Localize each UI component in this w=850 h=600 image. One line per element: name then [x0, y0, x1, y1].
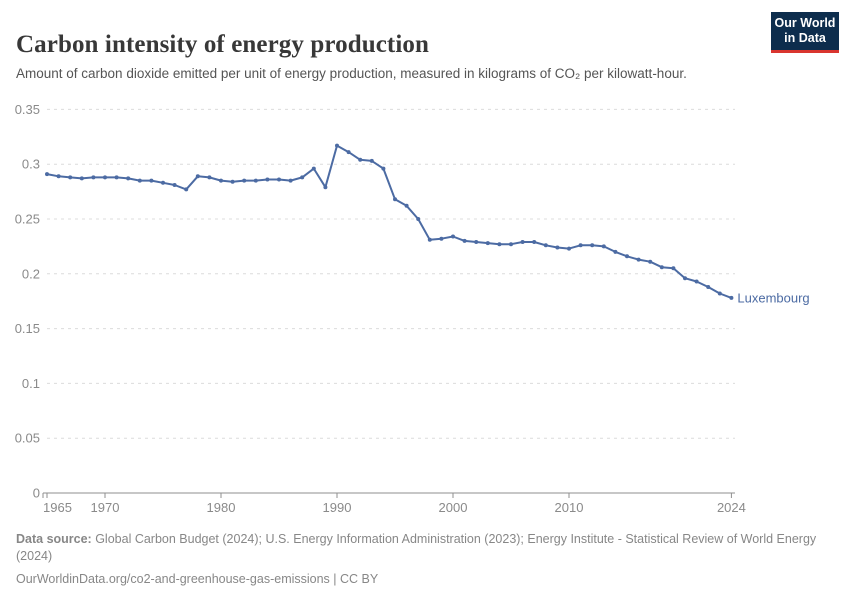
data-point[interactable] — [149, 178, 154, 183]
data-point[interactable] — [207, 175, 212, 180]
data-point[interactable] — [485, 241, 490, 246]
luxembourg-series-line[interactable] — [46, 144, 733, 299]
x-axis-tick-label: 1965 — [43, 500, 72, 515]
x-axis-tick-label: 1990 — [323, 500, 352, 515]
data-point[interactable] — [497, 242, 502, 247]
data-point[interactable] — [219, 178, 223, 183]
data-point[interactable] — [601, 244, 606, 249]
x-axis-tick-label: 2000 — [439, 500, 468, 515]
y-axis-tick-label: 0.3 — [22, 157, 40, 172]
y-axis-tick-label: 0.05 — [15, 431, 40, 446]
y-axis-tick-label: 0.2 — [22, 266, 40, 281]
data-source-line: Data source: Global Carbon Budget (2024)… — [16, 531, 834, 564]
data-point[interactable] — [567, 246, 571, 251]
y-axis-tick-label: 0.25 — [15, 212, 40, 227]
data-point[interactable] — [137, 178, 142, 183]
data-source-label: Data source: — [16, 532, 92, 546]
data-point[interactable] — [462, 238, 467, 243]
data-point[interactable] — [509, 242, 513, 247]
data-point[interactable] — [404, 203, 409, 208]
chart-footer: Data source: Global Carbon Budget (2024)… — [16, 531, 834, 588]
data-point[interactable] — [416, 217, 421, 221]
entity-label-luxembourg[interactable]: Luxembourg — [737, 290, 809, 305]
y-axis-tick-label: 0.1 — [22, 376, 40, 391]
data-point[interactable] — [323, 185, 328, 190]
page-title: Carbon intensity of energy production — [16, 30, 429, 58]
x-axis-tick-label: 2024 — [717, 500, 746, 515]
data-point[interactable] — [683, 276, 687, 281]
data-point[interactable] — [288, 178, 293, 183]
data-point[interactable] — [114, 175, 119, 180]
data-point[interactable] — [636, 257, 641, 262]
data-point[interactable] — [625, 254, 629, 259]
data-point[interactable] — [369, 158, 374, 163]
data-point[interactable] — [242, 178, 247, 183]
x-axis-tick-label: 2010 — [555, 500, 584, 515]
data-point[interactable] — [451, 234, 455, 239]
data-point[interactable] — [253, 178, 258, 183]
data-point[interactable] — [393, 197, 397, 202]
data-point[interactable] — [230, 179, 235, 184]
data-point[interactable] — [694, 279, 699, 284]
data-point[interactable] — [671, 266, 676, 271]
data-point[interactable] — [706, 285, 711, 289]
data-point[interactable] — [532, 240, 537, 244]
data-point[interactable] — [265, 177, 270, 182]
data-point[interactable] — [103, 175, 107, 180]
data-point[interactable] — [439, 236, 444, 241]
owid-logo-line1: Our World — [774, 16, 836, 30]
data-point[interactable] — [300, 175, 305, 180]
data-point[interactable] — [659, 265, 664, 270]
data-point[interactable] — [91, 175, 96, 180]
data-point[interactable] — [555, 245, 560, 250]
data-source-text: Global Carbon Budget (2024); U.S. Energy… — [16, 532, 817, 563]
owid-logo-line2: in Data — [784, 31, 826, 45]
data-point[interactable] — [590, 243, 595, 248]
data-point[interactable] — [184, 187, 189, 192]
data-point[interactable] — [126, 176, 131, 181]
x-axis-tick-label: 1980 — [207, 500, 236, 515]
y-axis-tick-label: 0.35 — [15, 102, 40, 117]
x-axis-tick-label: 1970 — [91, 500, 120, 515]
data-point[interactable] — [543, 243, 548, 248]
data-point[interactable] — [45, 172, 49, 177]
data-point[interactable] — [277, 177, 281, 182]
data-point[interactable] — [427, 237, 432, 242]
data-point[interactable] — [172, 183, 177, 187]
data-point[interactable] — [68, 175, 73, 180]
data-point[interactable] — [56, 174, 61, 179]
footer-link-line[interactable]: OurWorldinData.org/co2-and-greenhouse-ga… — [16, 572, 379, 586]
line-chart[interactable]: 0 0.05 0.1 0.15 0.2 0.25 0.3 0.35 1965 1970 1980 19… — [0, 95, 850, 525]
data-point[interactable] — [358, 157, 363, 162]
data-point[interactable] — [79, 176, 84, 181]
data-point[interactable] — [335, 143, 339, 148]
y-axis-tick-label: 0.15 — [15, 321, 40, 336]
data-point[interactable] — [578, 243, 583, 248]
data-point[interactable] — [729, 295, 734, 300]
chart-subtitle: Amount of carbon dioxide emitted per uni… — [16, 65, 687, 81]
data-point[interactable] — [520, 240, 525, 244]
data-point[interactable] — [381, 166, 386, 171]
data-point[interactable] — [311, 166, 316, 171]
data-point[interactable] — [195, 174, 200, 179]
owid-logo[interactable]: Our World in Data — [771, 12, 839, 53]
data-point[interactable] — [613, 249, 618, 254]
y-axis-tick-label: 0 — [33, 486, 40, 501]
data-point[interactable] — [717, 291, 722, 296]
data-point[interactable] — [474, 240, 479, 244]
data-point[interactable] — [648, 259, 653, 264]
data-point[interactable] — [346, 150, 351, 155]
data-point[interactable] — [161, 180, 165, 185]
